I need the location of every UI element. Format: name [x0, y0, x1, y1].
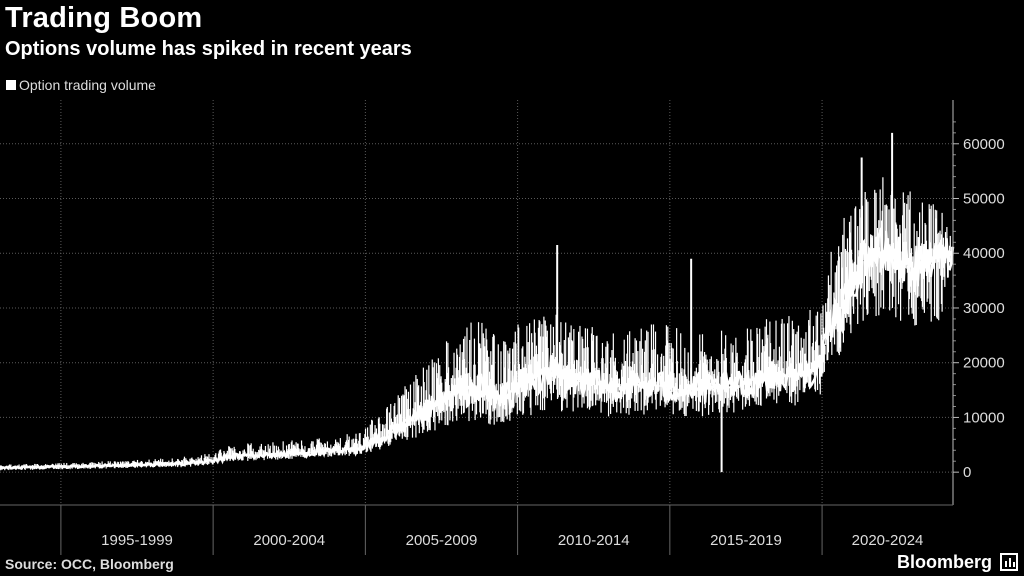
x-tick-label: 2010-2014: [558, 532, 630, 549]
x-tick-label: 2005-2009: [406, 532, 478, 549]
x-tick-label: 1995-1999: [101, 532, 173, 549]
axis-layer: 0 10000 20000 30000 40000 50000 60000 1995-1999…: [0, 100, 1005, 555]
y-tick-label: 10000: [963, 409, 1005, 426]
chart-subtitle: Options volume has spiked in recent year…: [5, 38, 412, 60]
y-tick-label: 0: [963, 464, 971, 481]
legend-swatch: [6, 80, 16, 90]
source-note: Source: OCC, Bloomberg: [5, 556, 174, 572]
chart-title: Trading Boom: [5, 2, 203, 34]
legend-label: Option trading volume: [19, 77, 156, 93]
x-tick-label: 2015-2019: [710, 532, 782, 549]
legend: Option trading volume: [6, 77, 156, 93]
y-tick-label: 60000: [963, 136, 1005, 153]
y-tick-label: 50000: [963, 191, 1005, 208]
bloomberg-icon: [1000, 553, 1018, 571]
volume-chart: 0 10000 20000 30000 40000 50000 60000 1995-1999…: [0, 100, 1005, 555]
series-layer: [0, 132, 955, 473]
y-tick-label: 20000: [963, 355, 1005, 372]
bloomberg-logo: Bloomberg: [896, 552, 992, 572]
x-tick-label: 2000-2004: [253, 532, 325, 549]
y-tick-label: 30000: [963, 300, 1005, 317]
volume-line: [0, 225, 955, 471]
grid-layer: [0, 100, 953, 505]
y-tick-label: 40000: [963, 245, 1005, 262]
x-tick-label: 2020-2024: [852, 532, 924, 549]
